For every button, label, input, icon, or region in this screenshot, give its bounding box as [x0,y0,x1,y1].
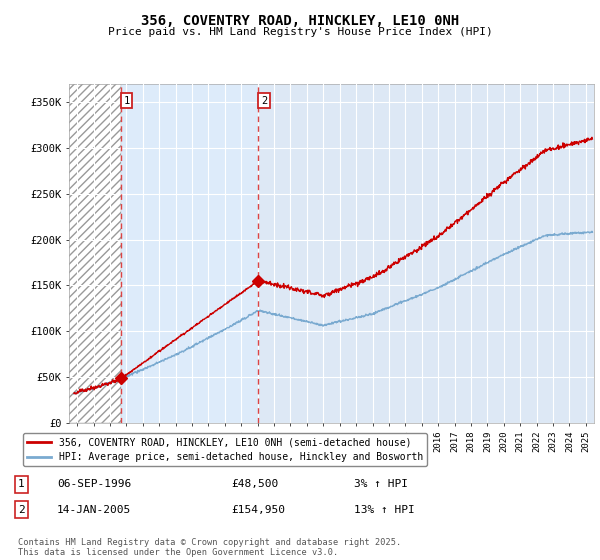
Bar [121,84,259,423]
Text: 3% ↑ HPI: 3% ↑ HPI [354,479,408,489]
Text: 1: 1 [18,479,25,489]
Text: 1: 1 [124,96,130,106]
Text: 06-SEP-1996: 06-SEP-1996 [57,479,131,489]
Legend: 356, COVENTRY ROAD, HINCKLEY, LE10 0NH (semi-detached house), HPI: Average price: 356, COVENTRY ROAD, HINCKLEY, LE10 0NH (… [23,433,427,466]
Text: Contains HM Land Registry data © Crown copyright and database right 2025.
This d: Contains HM Land Registry data © Crown c… [18,538,401,557]
Text: £48,500: £48,500 [231,479,278,489]
Text: 2: 2 [261,96,267,106]
Bar [69,84,121,423]
Text: 2: 2 [18,505,25,515]
Text: £154,950: £154,950 [231,505,285,515]
Text: 13% ↑ HPI: 13% ↑ HPI [354,505,415,515]
Text: Price paid vs. HM Land Registry's House Price Index (HPI): Price paid vs. HM Land Registry's House … [107,27,493,37]
Text: 356, COVENTRY ROAD, HINCKLEY, LE10 0NH: 356, COVENTRY ROAD, HINCKLEY, LE10 0NH [141,14,459,28]
Text: 14-JAN-2005: 14-JAN-2005 [57,505,131,515]
